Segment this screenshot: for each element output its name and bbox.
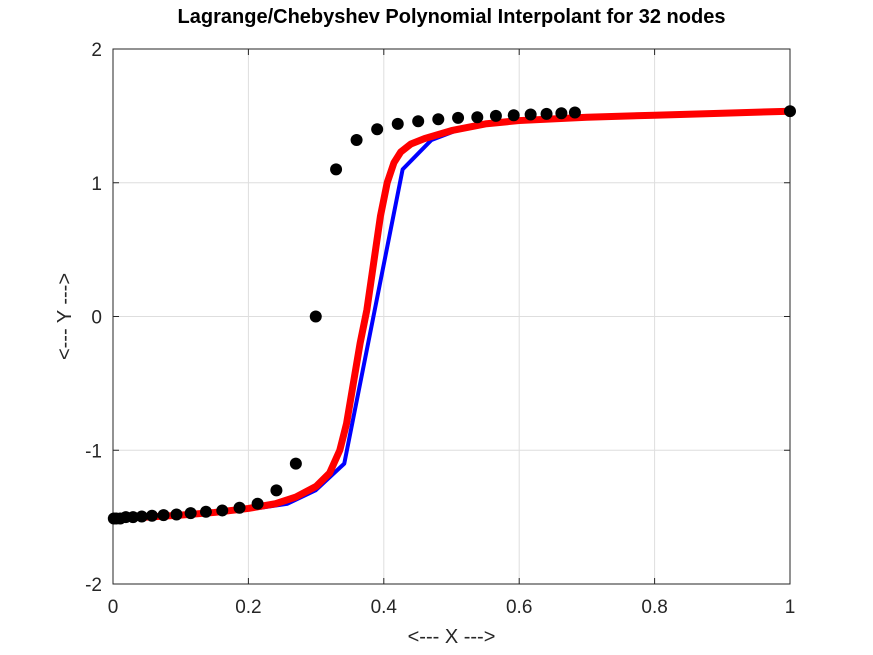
- node-marker: [184, 507, 197, 520]
- node-marker: [216, 504, 229, 517]
- node-marker: [157, 509, 170, 522]
- node-marker: [555, 107, 568, 120]
- node-marker: [330, 163, 343, 176]
- node-marker: [489, 109, 502, 122]
- x-tick-label: 0.2: [235, 597, 261, 618]
- node-marker: [507, 109, 520, 122]
- ticks: 0 0.2 0.4 0.6 0.8 1 -2 -1 0 1 2: [85, 40, 795, 618]
- x-tick-label: 0: [108, 597, 119, 618]
- y-tick-label: 0: [91, 308, 102, 329]
- y-tick-label: 2: [91, 40, 102, 61]
- x-tick-label: 1: [785, 597, 796, 618]
- x-tick-label: 0.6: [506, 597, 532, 618]
- node-marker: [127, 511, 140, 524]
- series: [107, 105, 796, 525]
- node-marker: [233, 501, 246, 514]
- node-marker: [391, 117, 404, 130]
- node-marker: [524, 108, 537, 121]
- x-tick-label: 0.8: [641, 597, 667, 618]
- node-marker: [371, 123, 384, 136]
- node-marker: [412, 115, 425, 128]
- node-marker: [784, 105, 796, 118]
- node-marker: [270, 484, 283, 497]
- node-marker: [568, 106, 581, 119]
- node-marker: [471, 111, 484, 124]
- node-marker: [432, 113, 445, 126]
- y-axis-title: <--- Y --->: [54, 273, 76, 360]
- node-marker: [251, 497, 264, 510]
- chart-title: Lagrange/Chebyshev Polynomial Interpolan…: [178, 6, 726, 28]
- node-marker: [309, 310, 322, 323]
- y-tick-label: -2: [85, 575, 102, 596]
- node-marker: [540, 107, 553, 120]
- node-marker: [170, 508, 183, 521]
- x-tick-label: 0.4: [371, 597, 398, 618]
- y-tick-label: -1: [85, 441, 102, 462]
- node-marker: [145, 509, 158, 522]
- node-marker: [289, 457, 302, 470]
- node-marker: [452, 111, 465, 124]
- x-axis-title: <--- X --->: [408, 626, 496, 648]
- node-marker: [135, 510, 148, 523]
- y-tick-label: 1: [91, 174, 102, 195]
- node-marker: [350, 133, 363, 146]
- node-marker: [199, 505, 212, 518]
